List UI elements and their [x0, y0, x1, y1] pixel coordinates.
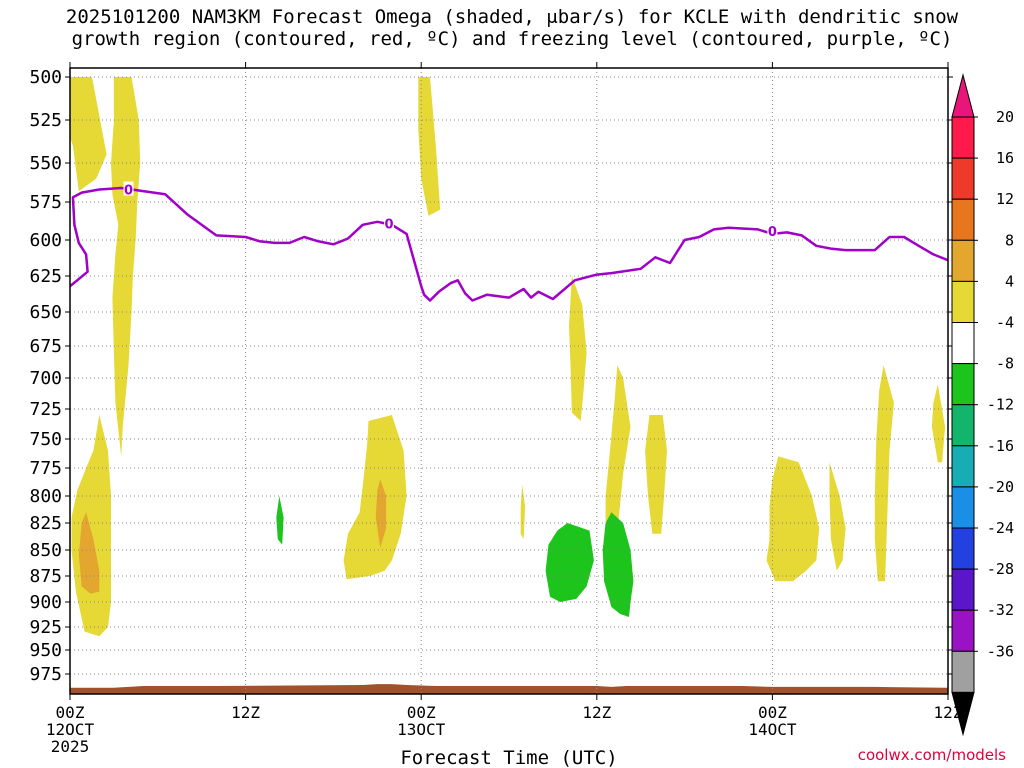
y-tick-label-19: 975 — [29, 664, 62, 685]
x-tick-label-0-1: 12OCT — [46, 720, 95, 739]
y-axis: 500 525 550 575 600 625 650 675 700 725 750 775 800 8… — [29, 67, 953, 685]
omega-shading — [70, 77, 946, 637]
colorbar-swatch-4 — [951, 280, 975, 323]
y-tick-label-5: 625 — [29, 266, 62, 287]
y-tick-label-16: 900 — [29, 592, 62, 613]
chart-title-line2: growth region (contoured, red, ºC) and f… — [71, 28, 953, 50]
freezing-level-label-1: 0 — [384, 217, 393, 232]
y-tick-label-9: 725 — [29, 399, 62, 420]
freezing-level-contour: 0 0 0 — [70, 181, 948, 302]
chart-title: 2025101200 NAM3KM Forecast Omega (shaded… — [0, 6, 1024, 50]
colorbar-label-5: -4 — [996, 314, 1014, 332]
x-tick-label-5-0: 12Z — [934, 703, 963, 722]
omega-region-12 — [520, 484, 526, 540]
omega-region-9 — [829, 462, 846, 571]
y-tick-label-0: 500 — [29, 67, 62, 88]
y-tick-label-17: 925 — [29, 617, 62, 638]
y-tick-label-12: 800 — [29, 486, 62, 507]
colorbar-label-7: -12 — [987, 396, 1014, 414]
omega-region-7 — [645, 415, 667, 534]
x-tick-label-4-1: 14OCT — [748, 720, 797, 739]
colorbar-label-13: -36 — [987, 642, 1014, 660]
colorbar-label-2: 12 — [996, 190, 1014, 208]
colorbar-swatch-6 — [951, 363, 975, 406]
y-tick-label-8: 700 — [29, 368, 62, 389]
colorbar-swatch-3 — [951, 239, 975, 282]
x-tick-label-4-0: 00Z — [758, 703, 787, 722]
colorbar-label-12: -32 — [987, 601, 1014, 619]
credit-text: coolwx.com/models — [857, 746, 1006, 764]
terrain-fill — [70, 684, 948, 694]
colorbar-swatch-1 — [951, 157, 975, 200]
colorbar-swatch-2 — [951, 198, 975, 241]
y-tick-label-15: 875 — [29, 566, 62, 587]
y-tick-label-6: 650 — [29, 302, 62, 323]
colorbar-swatch-9 — [951, 486, 975, 529]
omega-region-16 — [602, 512, 634, 617]
y-tick-label-1: 525 — [29, 110, 62, 131]
colorbar-bottom-arrow — [951, 691, 975, 737]
colorbar-swatch-0 — [951, 116, 975, 159]
terrain-layer — [70, 684, 948, 694]
colorbar-label-6: -8 — [996, 355, 1014, 373]
y-tick-label-11: 775 — [29, 458, 62, 479]
y-tick-label-7: 675 — [29, 336, 62, 357]
freezing-level-label-2: 0 — [768, 225, 777, 240]
colorbar-label-9: -20 — [987, 478, 1014, 496]
omega-region-11 — [931, 384, 946, 463]
colorbar-label-0: 20 — [996, 108, 1014, 126]
x-axis-label: Forecast Time (UTC) — [400, 747, 617, 768]
colorbar-label-8: -16 — [987, 437, 1014, 455]
x-tick-label-2-1: 13OCT — [397, 720, 446, 739]
omega-region-17 — [276, 496, 284, 545]
colorbar-swatch-11 — [951, 568, 975, 611]
plot-frame — [69, 67, 949, 695]
grid-lines — [70, 68, 948, 694]
y-tick-label-3: 575 — [29, 192, 62, 213]
colorbar: 20 16 12 8 4 -4 -8 -12 -16 -20 -24 -28 -32 -36 — [951, 73, 1014, 737]
omega-region-10 — [874, 365, 894, 582]
y-tick-label-4: 600 — [29, 230, 62, 251]
x-tick-label-2-0: 00Z — [407, 703, 436, 722]
omega-region-5 — [343, 415, 407, 580]
colorbar-label-3: 8 — [1005, 231, 1014, 249]
y-tick-label-18: 950 — [29, 640, 62, 661]
x-tick-label-0-2: 2025 — [51, 737, 90, 756]
colorbar-swatch-10 — [951, 527, 975, 570]
freezing-label-bg-1 — [384, 215, 395, 230]
freezing-level-line — [70, 186, 948, 302]
colorbar-swatch-8 — [951, 445, 975, 488]
colorbar-swatch-7 — [951, 404, 975, 447]
colorbar-label-10: -24 — [987, 519, 1014, 537]
x-tick-label-1-0: 12Z — [231, 703, 260, 722]
omega-region-2 — [418, 77, 441, 216]
freezing-label-bg-0 — [123, 181, 134, 196]
y-tick-label-2: 550 — [29, 153, 62, 174]
colorbar-swatch-12 — [951, 609, 975, 652]
omega-region-1 — [111, 77, 141, 457]
y-tick-label-14: 850 — [29, 540, 62, 561]
freezing-level-label-0: 0 — [124, 184, 133, 199]
omega-region-6 — [605, 365, 631, 540]
omega-region-4 — [71, 415, 111, 637]
x-tick-label-3-0: 12Z — [582, 703, 611, 722]
colorbar-top-arrow — [951, 73, 975, 118]
y-tick-label-13: 825 — [29, 513, 62, 534]
colorbar-swatch-5 — [951, 322, 975, 365]
omega-region-15 — [545, 523, 594, 602]
colorbar-swatch-13 — [951, 650, 975, 693]
colorbar-label-11: -28 — [987, 560, 1014, 578]
colorbar-label-4: 4 — [1005, 272, 1014, 290]
omega-region-13 — [78, 512, 100, 594]
omega-region-3 — [569, 276, 587, 421]
freezing-label-bg-2 — [767, 222, 778, 237]
omega-region-8 — [766, 456, 820, 582]
chart-title-line1: 2025101200 NAM3KM Forecast Omega (shaded… — [65, 6, 959, 28]
omega-region-0 — [70, 77, 107, 192]
colorbar-label-1: 16 — [996, 149, 1014, 167]
y-tick-label-10: 750 — [29, 429, 62, 450]
x-tick-label-0-0: 00Z — [56, 703, 85, 722]
